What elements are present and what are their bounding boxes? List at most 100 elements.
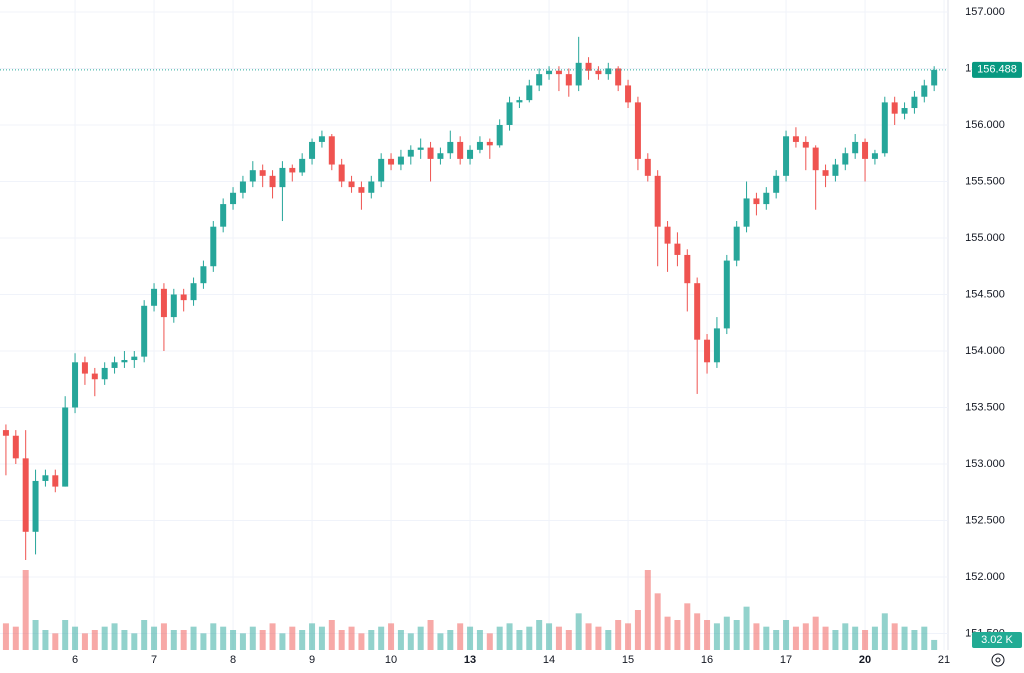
volume-bar [121, 630, 128, 650]
candle-body [368, 181, 375, 193]
candle-body [12, 435, 19, 459]
volume-bar [348, 626, 355, 650]
candle-body [141, 305, 148, 357]
volume-bar [269, 623, 276, 650]
candle-body [249, 170, 256, 182]
volume-bar [516, 630, 523, 650]
volume-bar [141, 620, 148, 650]
volume-bar [42, 630, 49, 650]
candle-body [32, 480, 39, 532]
candle-body [91, 373, 98, 380]
x-tick-label: 10 [385, 654, 397, 666]
y-tick-label: 152.000 [965, 571, 1005, 583]
candle-body [931, 69, 938, 86]
candle-body [812, 147, 819, 171]
grid [0, 0, 948, 650]
volume-bar [644, 570, 651, 650]
candle-body [634, 102, 641, 159]
volume-bar [447, 630, 454, 650]
last-volume-box [972, 632, 1022, 648]
candle-body [516, 100, 523, 103]
volume-bar [743, 606, 750, 650]
candle-body [832, 164, 839, 176]
y-tick-label: 153.500 [965, 401, 1005, 413]
candle-body [792, 136, 799, 142]
volume-bar [546, 623, 553, 650]
candle-body [200, 266, 207, 284]
candle-body [911, 96, 918, 109]
candle-body [318, 136, 325, 142]
volume-bar [654, 593, 661, 650]
candle-body [279, 167, 286, 188]
volume-bar [555, 626, 562, 650]
candle-body [397, 156, 404, 165]
candle-body [723, 260, 730, 329]
volume-bar [210, 623, 217, 650]
candle-body [842, 153, 849, 165]
volume-bar [12, 626, 19, 650]
candle-body [62, 407, 69, 487]
candle-body [447, 141, 454, 154]
candle-body [694, 283, 701, 340]
volume-bar [289, 626, 296, 650]
candle-body [259, 170, 266, 176]
settings-button[interactable] [991, 653, 1005, 667]
candle-body [190, 283, 197, 301]
candle-body [891, 102, 898, 114]
candle-body [81, 362, 88, 374]
candle-body [536, 74, 543, 86]
candle-body [230, 192, 237, 205]
volume-bar [536, 620, 543, 650]
volume-bar [328, 620, 335, 650]
volume-bar [763, 626, 770, 650]
candle-body [585, 62, 592, 71]
x-tick-label: 7 [151, 654, 157, 666]
volume-bar [812, 616, 819, 650]
candle-body [151, 288, 158, 306]
candle-body [2, 430, 9, 436]
volume-bar [723, 616, 730, 650]
x-tick-label: 6 [72, 654, 78, 666]
y-tick-label: 155.500 [965, 175, 1005, 187]
candle-body [22, 458, 29, 532]
volume-bar [62, 620, 69, 650]
volume-bar [388, 623, 395, 650]
volume-bar [506, 623, 513, 650]
volume-bar [239, 633, 246, 650]
candle-body [170, 294, 177, 318]
x-tick-label: 9 [309, 654, 315, 666]
volume-bar [467, 626, 474, 650]
candle-body [881, 102, 888, 154]
candle-body [486, 141, 493, 146]
candle-body [101, 367, 108, 380]
volume-bar [2, 623, 9, 650]
volume-bar [52, 633, 59, 650]
candle-body [388, 158, 395, 165]
candle-body [871, 153, 878, 159]
volume-bar [921, 626, 928, 650]
volume-bar [417, 626, 424, 650]
volume-bar [822, 626, 829, 650]
candle-body [476, 141, 483, 150]
candle-body [338, 164, 345, 182]
candle-body [605, 68, 612, 75]
y-tick-label: 154.000 [965, 345, 1005, 357]
candle-body [328, 136, 335, 165]
volume-bar [704, 620, 711, 650]
candle-body [802, 141, 809, 148]
candle-body [121, 360, 128, 363]
x-tick-label: 13 [464, 654, 476, 666]
volume-bar [881, 613, 888, 650]
candle-body [457, 141, 464, 159]
volume-bar [190, 626, 197, 650]
candle-body [427, 147, 434, 159]
volume-bar [249, 626, 256, 650]
volume-bar [713, 623, 720, 650]
candle-body [615, 68, 622, 86]
candle-body [111, 362, 118, 368]
volume-bar [279, 633, 286, 650]
volume-bar [180, 630, 187, 650]
volume-bar [852, 626, 859, 650]
volume-bar [151, 626, 158, 650]
last-price-label: 156.488 [977, 64, 1017, 76]
